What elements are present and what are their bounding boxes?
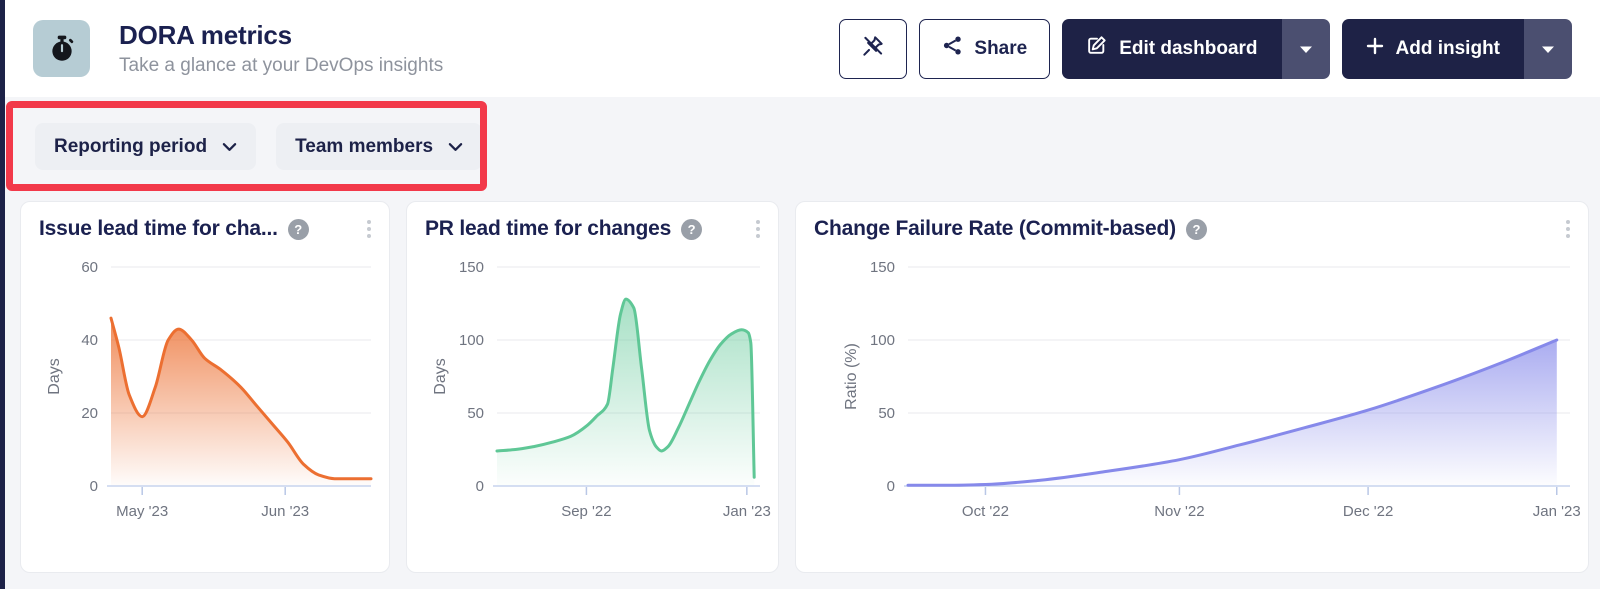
help-icon[interactable]: ? [1185,218,1207,240]
svg-text:Jan '23: Jan '23 [723,503,771,520]
svg-text:100: 100 [870,332,895,349]
edit-dashboard-split-button: Edit dashboard [1062,18,1330,79]
svg-text:0: 0 [90,478,98,495]
dashboard-header: DORA metrics Take a glance at your DevOp… [0,0,1600,97]
share-button-label: Share [974,37,1028,59]
svg-text:Dec '22: Dec '22 [1343,503,1393,520]
team-members-label: Team members [295,135,434,157]
pin-slash-icon [860,33,886,65]
team-members-filter[interactable]: Team members [276,123,483,170]
left-accent-border [0,0,5,589]
help-icon[interactable]: ? [681,218,703,240]
insight-card-pr-lead-time: PR lead time for changes ? 0 50 100 150 Days… [406,201,779,573]
header-toolbar: Share Edit dashboard [839,18,1572,79]
svg-text:0: 0 [887,478,895,495]
edit-dashboard-label: Edit dashboard [1119,37,1258,59]
share-button[interactable]: Share [919,18,1051,79]
svg-text:50: 50 [878,405,895,422]
caret-down-icon [1299,38,1313,60]
svg-text:Days: Days [46,358,63,394]
svg-text:Oct '22: Oct '22 [962,503,1009,520]
svg-text:Jun '23: Jun '23 [261,503,309,520]
edit-dashboard-button[interactable]: Edit dashboard [1062,18,1282,79]
more-options-icon[interactable] [1562,218,1574,240]
svg-text:60: 60 [81,259,98,276]
reporting-period-filter[interactable]: Reporting period [35,123,257,170]
svg-text:Nov '22: Nov '22 [1154,503,1204,520]
plus-icon [1366,37,1384,61]
chevron-down-icon [448,136,463,158]
svg-text:Sep '22: Sep '22 [561,503,611,520]
svg-text:40: 40 [81,332,98,349]
dashboard-filters: Reporting period Team members [0,97,1600,170]
add-insight-label: Add insight [1395,37,1500,59]
svg-text:100: 100 [459,332,484,349]
svg-text:0: 0 [476,478,484,495]
pr-lead-time-chart: 0 50 100 150 Days Sep '22 Jan '23 [407,243,778,548]
insight-card-issue-lead-time: Issue lead time for cha... ? 0 20 40 60 Days… [20,201,390,573]
svg-text:150: 150 [870,259,895,276]
svg-text:Jan '23: Jan '23 [1533,503,1581,520]
chevron-down-icon [222,136,237,158]
add-insight-button[interactable]: Add insight [1341,18,1524,79]
insight-title: Issue lead time for cha... [39,217,278,240]
page-title: DORA metrics [119,20,292,50]
change-failure-rate-chart: 0 50 100 150 Ratio (%) Oct '22 Nov '22 Dec '22 J… [796,243,1588,548]
edit-dashboard-dropdown-button[interactable] [1281,18,1330,79]
svg-text:Ratio (%): Ratio (%) [843,343,860,410]
reporting-period-label: Reporting period [54,135,208,157]
chart-area-svg: 0 50 100 150 Days Sep '22 Jan '23 [432,259,771,520]
chart-area-svg: 0 50 100 150 Ratio (%) Oct '22 Nov '22 Dec '22 J… [843,259,1581,520]
edit-pencil-icon [1086,35,1107,62]
unpin-button[interactable] [839,18,908,79]
insight-title: PR lead time for changes [425,217,672,240]
caret-down-icon [1541,38,1555,60]
svg-text:20: 20 [81,405,98,422]
add-insight-dropdown-button[interactable] [1524,18,1572,79]
svg-text:150: 150 [459,259,484,276]
insight-title: Change Failure Rate (Commit-based) [814,217,1176,240]
page-subtitle: Take a glance at your DevOps insights [119,55,444,76]
insight-cards-row: Issue lead time for cha... ? 0 20 40 60 Days… [0,201,1600,573]
svg-text:50: 50 [467,405,484,422]
insight-card-change-failure-rate: Change Failure Rate (Commit-based) ? 0 50… [795,201,1589,573]
svg-text:May '23: May '23 [116,503,168,520]
svg-text:Days: Days [432,358,449,394]
help-icon[interactable]: ? [287,218,309,240]
more-options-icon[interactable] [752,218,764,240]
share-icon [942,35,963,62]
add-insight-split-button: Add insight [1341,18,1572,79]
chart-area-svg: 0 20 40 60 Days May '23 Jun '23 [46,259,373,520]
more-options-icon[interactable] [363,218,375,240]
issue-lead-time-chart: 0 20 40 60 Days May '23 Jun '23 [21,243,389,548]
dashboard-stopwatch-icon [33,20,90,77]
